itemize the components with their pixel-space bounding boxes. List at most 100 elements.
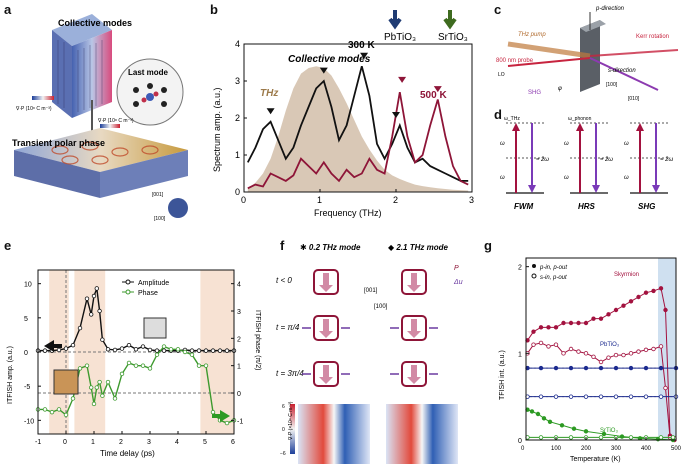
e-y2tick-1: 0 <box>237 391 241 398</box>
label-skyrmion: Skyrmion <box>614 272 639 278</box>
label-right-0: ≈ 2ω <box>536 157 549 163</box>
g-series-point-3 <box>583 394 589 399</box>
b-ytick-3: 3 <box>235 76 240 86</box>
inset-domain-top <box>143 317 167 339</box>
annotation-500k: 500 K <box>420 90 447 101</box>
g-series-point-1 <box>553 342 559 347</box>
g-series-point-3 <box>643 394 649 399</box>
panel-a-illustration: Collective modes ∇·P (10⁸ C m⁻³) Last mo… <box>12 14 188 222</box>
point-phase <box>119 371 125 377</box>
point-amplitude <box>105 347 111 352</box>
label-kerr-rotation: Kerr rotation <box>636 34 669 40</box>
panel-f: f ✱ 0.2 THz mode ◆ 2.1 THz mode t < 0 t … <box>270 236 480 468</box>
axis-100: [100] <box>154 216 166 222</box>
label-010: [010] <box>628 96 640 102</box>
point-amplitude <box>63 346 69 351</box>
label-pbtio3: PbTiO₃ <box>384 32 416 43</box>
g-series-point-1 <box>583 351 589 356</box>
polarization-arrowhead <box>407 377 421 384</box>
point-phase <box>154 352 160 357</box>
peak-marker-1 <box>319 67 328 74</box>
label-omega-a-0: ω <box>500 141 505 147</box>
last-mode-title: Last mode <box>128 68 169 77</box>
g-ylabel: TFISH int. (a.u.) <box>499 350 506 400</box>
g-series-point-1 <box>621 352 626 358</box>
row-label-t1: t = π/4 <box>276 323 300 332</box>
point-phase <box>126 360 132 366</box>
colorbar-f-tick-bottom: −6 <box>280 451 286 457</box>
label-omega-a-1: ω <box>564 141 569 147</box>
e-xtick-1: 0 <box>63 439 67 446</box>
point-amplitude <box>210 348 216 353</box>
arrowhead-up <box>636 123 644 131</box>
g-series-point-4 <box>547 419 553 424</box>
point-phase <box>70 396 76 401</box>
axis-f-100: [100] <box>374 304 388 310</box>
panel-d-label: d <box>494 107 502 122</box>
g-xtick-1: 100 <box>551 446 562 452</box>
diagram-shg: ω ω = 2ω SHG <box>624 122 674 211</box>
g-series-point-4 <box>559 423 565 428</box>
point-amplitude <box>56 347 62 353</box>
point-amplitude <box>94 286 99 291</box>
legend-p-in: p-in, p-out <box>539 265 567 271</box>
label-srtio3-g: SrTiO₃ <box>600 428 618 434</box>
point-amplitude <box>189 348 195 353</box>
g-series-point-2 <box>583 365 589 371</box>
g-series-point-3 <box>628 394 634 399</box>
label-800nm-probe: 800 nm probe <box>496 58 534 64</box>
g-series-point-1 <box>598 359 604 365</box>
g-series-point-0 <box>531 329 536 334</box>
g-series-point-0 <box>576 320 581 326</box>
g-series-point-5 <box>598 435 604 440</box>
e-y2tick-0: -1 <box>237 418 243 425</box>
g-xtick-5: 500 <box>671 446 682 452</box>
e-ytick-4: 10 <box>24 282 32 289</box>
divergence-map-2 <box>386 404 458 464</box>
e-xtick-7: 6 <box>231 439 235 446</box>
arrowhead-down <box>528 185 536 193</box>
inset-domain-bottom <box>53 369 79 395</box>
g-series-line-0 <box>527 287 675 441</box>
point-phase <box>210 409 216 415</box>
g-series-point-1 <box>568 346 574 352</box>
legend-phase-marker <box>125 289 131 295</box>
g-series-point-0 <box>583 320 589 326</box>
cell-border <box>401 361 427 387</box>
b-ytick-0: 0 <box>235 187 240 197</box>
point-phase <box>203 363 209 368</box>
point-amplitude <box>203 348 209 353</box>
arrow-right-axis <box>212 410 230 422</box>
point-amplitude <box>112 347 118 353</box>
point-amplitude <box>126 342 132 348</box>
g-series-point-1 <box>636 349 641 354</box>
peak-marker-5 <box>433 86 442 93</box>
g-series-point-5 <box>538 435 544 440</box>
point-phase <box>97 379 102 385</box>
legend-amp-marker <box>125 279 131 285</box>
orientation-sphere <box>168 198 188 218</box>
axis-f-001: [001] <box>364 288 378 294</box>
point-phase <box>56 407 62 412</box>
polarization-arrowhead <box>407 285 421 292</box>
arrowhead-down <box>592 185 600 193</box>
point-phase <box>42 407 48 412</box>
point-amplitude <box>196 348 202 353</box>
legend-p: P <box>454 265 459 272</box>
g-series-point-1 <box>643 347 649 353</box>
e-xtick-4: 3 <box>147 439 151 446</box>
panel-d: d ω_THz ω ω ≈ 2ω FWM ω_phonon ω ω ≈ 2ω HRS ω ω = 2ω S… <box>488 105 689 228</box>
probe-beam <box>507 57 591 67</box>
annotation-thz: THz <box>260 88 278 99</box>
legend-du: Δu <box>453 279 463 286</box>
point-amplitude <box>140 344 146 349</box>
g-ytick-0: 0 <box>518 438 522 445</box>
cell-border <box>313 269 339 295</box>
g-series-point-0 <box>546 325 551 330</box>
point-phase <box>112 396 118 401</box>
e-y2tick-5: 4 <box>237 282 241 289</box>
g-series-point-4 <box>583 429 589 434</box>
e-ytick-1: -5 <box>24 384 30 391</box>
point-phase <box>77 366 83 371</box>
